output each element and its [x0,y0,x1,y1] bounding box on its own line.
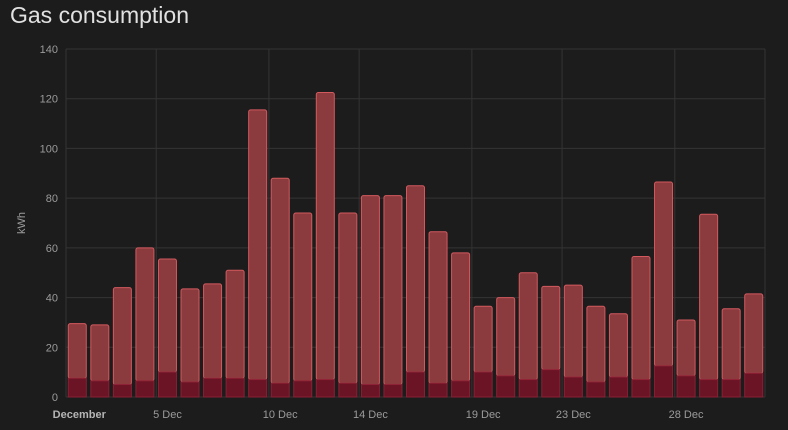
bar-segment-base [293,380,313,398]
bar-segment-base [180,381,200,398]
bar-segment-base [67,377,87,398]
bar-segment-base [360,384,380,398]
card-title: Gas consumption [10,2,189,28]
bar-segment-upper [518,272,538,381]
bar-segment-upper [112,287,132,386]
bar-segment-base [473,371,493,398]
bar-segment-upper [135,247,155,382]
bar-segment-base [721,379,741,398]
bar-segment-upper [744,293,764,374]
y-tick-label: 40 [46,293,58,305]
bar-segment-upper [203,283,223,379]
bar-segment-upper [451,252,471,382]
bar-segment-upper [293,212,313,382]
bar-segment-upper [90,324,110,382]
bar-segment-upper [315,92,335,381]
bar-segment-upper [676,319,696,377]
y-tick-label: 120 [40,94,58,106]
bar-segment-upper [721,308,741,381]
bar-segment-upper [496,297,516,377]
bar-segment-base [496,375,516,398]
y-tick-label: 100 [40,143,58,155]
bar-segment-upper [225,269,245,379]
bar-segment-base [699,379,719,398]
bar-segment-base [157,371,177,398]
bar-segment-upper [67,323,87,379]
y-tick-label: 20 [46,342,58,354]
bar-segment-base [744,372,764,398]
y-tick-label: 80 [46,193,58,205]
bar-segment-base [676,375,696,398]
bar-segment-base [428,382,448,398]
bar-segment-base [563,376,583,398]
bar-segment-base [315,379,335,398]
bar-segment-base [270,382,290,398]
bar-segment-upper [631,256,651,381]
bar-segment-upper [180,288,200,383]
x-tick-label: 10 Dec [263,409,298,421]
bar-segment-base [225,377,245,398]
bar-segment-base [631,379,651,398]
y-axis-label: kWh [16,212,28,234]
bar-segment-base [608,376,628,398]
bar-segment-base [451,380,471,398]
bar-segment-upper [473,305,493,373]
bar-segment-base [586,381,606,398]
bar-segment-upper [248,109,268,381]
bar-segment-upper [270,177,290,384]
x-tick-label: 14 Dec [353,409,388,421]
bar-segment-base [135,380,155,398]
bar-segment-base [383,384,403,398]
x-tick-label: 28 Dec [669,409,704,421]
bar-segment-base [654,365,674,398]
y-axis-ticks: 0 20 40 60 80 100 120 140 [40,44,58,404]
y-tick-label: 140 [40,44,58,56]
x-tick-label: 5 Dec [153,409,182,421]
bar-segment-base [338,382,358,398]
bar-segment-base [541,369,561,398]
bar-segment-upper [608,313,628,378]
bar-segment-base [90,380,110,398]
bar-segment-upper [699,213,719,381]
bar-segment-upper [157,258,177,373]
bar-segment-upper [563,284,583,378]
x-tick-label: December [53,409,107,421]
bar-segment-upper [338,212,358,384]
bar-segment-upper [586,305,606,383]
x-tick-label: 19 Dec [466,409,501,421]
y-tick-label: 60 [46,243,58,255]
bar-segment-upper [383,195,403,386]
bar-segment-base [112,384,132,398]
bar-segment-upper [654,181,674,367]
bar-segment-upper [428,231,448,384]
bar-segment-base [518,379,538,398]
x-tick-label: 23 Dec [556,409,591,421]
bar-segment-base [203,377,223,398]
x-axis-ticks: December 5 Dec 10 Dec 14 Dec 19 Dec 23 Dec 28 … [53,409,704,421]
y-tick-label: 0 [52,392,58,404]
bar-segment-base [248,379,268,398]
bar-segment-base [406,371,425,398]
bar-segment-upper [406,185,425,373]
bar-segment-upper [541,285,561,371]
bar-segment-upper [360,195,380,386]
bars [67,92,764,398]
